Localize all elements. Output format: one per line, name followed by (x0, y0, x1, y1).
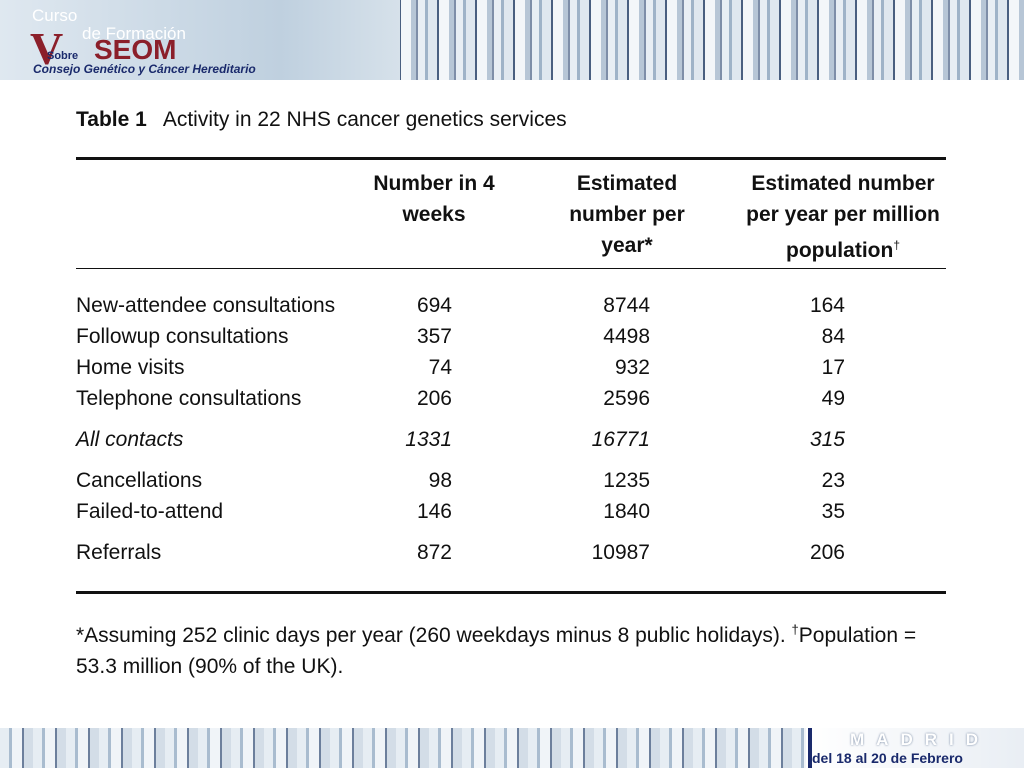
row-label: Failed-to-attend (76, 500, 224, 523)
footnote: *Assuming 252 clinic days per year (260 … (76, 614, 956, 682)
cell-value: 872 (416, 541, 452, 564)
org-name: SEOM (94, 34, 177, 65)
cell-value: 1235 (603, 469, 650, 492)
column-header: Estimated number per year* (569, 172, 685, 257)
cell-value: 4498 (603, 325, 650, 348)
cell-value: 694 (416, 294, 452, 317)
footer-box: MADRID del 18 al 20 de Febrero (806, 728, 1024, 768)
cell-value: 164 (809, 294, 845, 317)
cell-value: 206 (809, 541, 845, 564)
row-label: Telephone consultations (76, 387, 302, 410)
top-rule (76, 157, 946, 160)
sobre-label: Sobre (47, 50, 79, 62)
cell-value: 357 (416, 325, 452, 348)
row-label: New-attendee consultations (76, 294, 336, 317)
header-rule (76, 268, 946, 269)
row-label: Cancellations (76, 469, 203, 492)
city: MADRID (850, 730, 990, 749)
cell-value: 49 (821, 387, 845, 410)
bottom-rule (76, 591, 946, 594)
table-title: Table 1 Activity in 22 NHS cancer genetic… (76, 108, 567, 132)
footnote-text: *Assuming 252 clinic days per year (260 … (76, 624, 792, 647)
row-label: Referrals (76, 541, 162, 564)
cell-value: 8744 (603, 294, 650, 317)
footnote-text: Population = 53.3 million (90% of the UK… (76, 624, 917, 678)
cell-value: 98 (428, 469, 452, 492)
cell-value: 146 (416, 500, 452, 523)
cell-value: 315 (809, 428, 845, 451)
dates: del 18 al 20 de Febrero (812, 750, 963, 766)
cell-value: 932 (614, 356, 650, 379)
column-header-text: Estimated number per year per million po… (746, 172, 940, 262)
table-label: Table 1 (76, 108, 147, 131)
row-label: Followup consultations (76, 325, 289, 348)
row-label: Home visits (76, 356, 185, 379)
cell-value: 16771 (591, 428, 650, 451)
cell-value: 1331 (405, 428, 452, 451)
cell-value: 17 (821, 356, 845, 379)
course-label: Curso (32, 6, 78, 25)
footer-bar (808, 728, 812, 768)
column-header: Estimated number per year per million po… (743, 168, 943, 266)
cell-value: 35 (821, 500, 845, 523)
row-label: All contacts (76, 428, 184, 451)
dagger: † (791, 622, 799, 637)
course-label: de Formación (82, 24, 186, 43)
logo-mark: V (30, 23, 64, 74)
cell-value: 74 (428, 356, 452, 379)
cell-value: 10987 (591, 541, 650, 564)
cell-value: 1840 (603, 500, 650, 523)
cell-value: 84 (821, 325, 845, 348)
dagger: † (893, 238, 900, 252)
cell-value: 206 (416, 387, 452, 410)
column-header: Number in 4 weeks (373, 172, 495, 226)
cell-value: 2596 (603, 387, 650, 410)
cell-value: 23 (821, 469, 845, 492)
subject: Consejo Genético y Cáncer Hereditario (33, 62, 256, 76)
logo: V Curso de Formación SEOM Sobre Consejo … (0, 0, 400, 80)
table-caption: Activity in 22 NHS cancer genetics servi… (162, 108, 567, 131)
